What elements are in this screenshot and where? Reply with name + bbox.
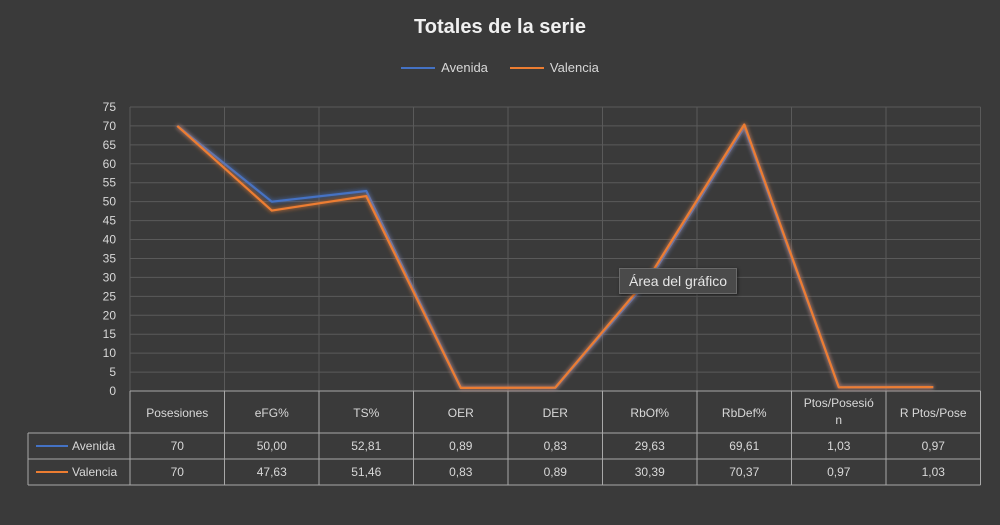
category-label: TS% (353, 406, 379, 420)
y-tick-label: 50 (103, 195, 117, 209)
category-label: RbOf% (630, 406, 669, 420)
table-cell-value: 50,00 (257, 439, 287, 453)
y-tick-label: 15 (103, 327, 117, 341)
table-cell-value: 1,03 (827, 439, 851, 453)
y-tick-label: 20 (103, 308, 117, 322)
y-tick-label: 75 (103, 100, 117, 114)
table-cell-value: 0,97 (827, 465, 851, 479)
category-label: Ptos/Posesió (804, 396, 874, 410)
y-tick-label: 45 (103, 214, 117, 228)
table-cell-value: 70,37 (729, 465, 759, 479)
y-tick-label: 35 (103, 251, 117, 265)
category-label: R Ptos/Pose (900, 406, 967, 420)
table-cell-value: 30,39 (635, 465, 665, 479)
table-series-name: Valencia (72, 465, 117, 479)
legend-item-valencia: Valencia (509, 60, 599, 75)
legend-item-avenida: Avenida (401, 60, 488, 75)
table-cell-value: 51,46 (351, 465, 381, 479)
table-cell-value: 47,63 (257, 465, 287, 479)
table-series-name: Avenida (72, 439, 115, 453)
table-cell-value: 1,03 (922, 465, 946, 479)
y-tick-label: 55 (103, 176, 117, 190)
y-tick-label: 70 (103, 119, 117, 133)
category-label: DER (543, 406, 569, 420)
table-cell-value: 69,61 (729, 439, 759, 453)
category-label: OER (448, 406, 474, 420)
table-cell-value: 29,63 (635, 439, 665, 453)
table-cell-value: 52,81 (351, 439, 381, 453)
y-tick-label: 40 (103, 233, 117, 247)
table-cell-value: 0,89 (449, 439, 473, 453)
category-label: n (835, 413, 842, 427)
series-line-valencia (176, 123, 934, 389)
chart-title: Totales de la serie (414, 16, 586, 38)
legend-swatch-valencia (509, 66, 544, 69)
category-label: Posesiones (146, 406, 208, 420)
legend-swatch-avenida (401, 66, 436, 69)
y-tick-label: 65 (103, 138, 117, 152)
table-cell-value: 0,89 (544, 465, 568, 479)
table-cell-value: 70 (171, 439, 185, 453)
category-label: RbDef% (722, 406, 767, 420)
y-tick-label: 25 (103, 289, 117, 303)
chart-area-tooltip: Área del gráfico (619, 268, 738, 294)
table-cell-value: 0,83 (449, 465, 473, 479)
table-cell-value: 70 (171, 465, 185, 479)
y-tick-label: 30 (103, 270, 117, 284)
category-label: eFG% (255, 406, 289, 420)
y-tick-label: 10 (103, 346, 117, 360)
y-tick-label: 60 (103, 157, 117, 171)
table-cell-value: 0,83 (544, 439, 568, 453)
legend: Avenida Valencia (0, 60, 1000, 75)
y-tick-label: 0 (109, 384, 116, 398)
legend-label-avenida: Avenida (441, 60, 488, 75)
table-cell-value: 0,97 (922, 439, 946, 453)
series-line-avenida (176, 125, 934, 389)
y-tick-label: 5 (109, 365, 116, 379)
legend-label-valencia: Valencia (549, 60, 599, 75)
